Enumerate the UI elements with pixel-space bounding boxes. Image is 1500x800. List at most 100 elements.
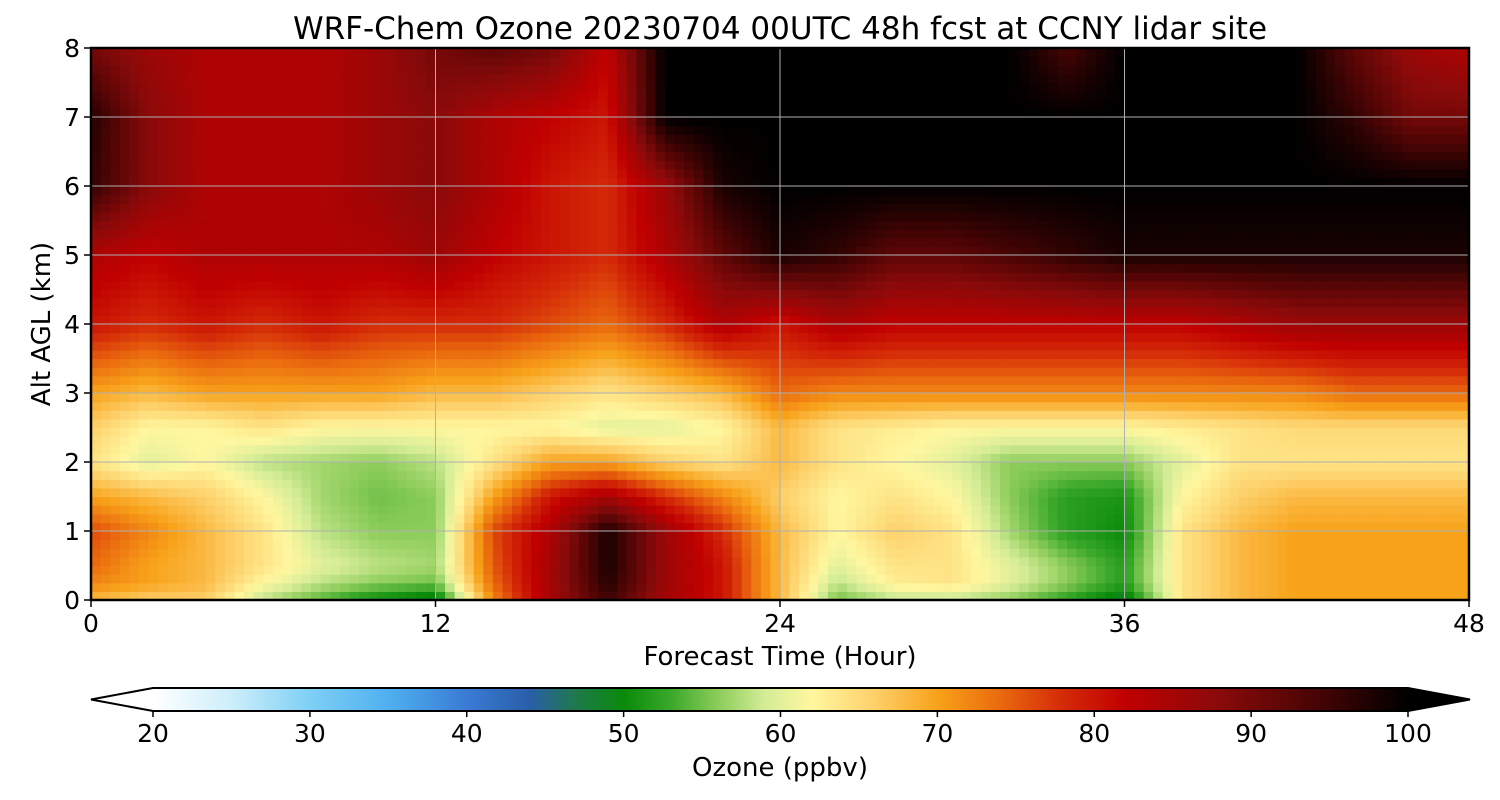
heatmap-cell	[148, 436, 159, 446]
heatmap-cell	[464, 444, 475, 454]
heatmap-cell	[799, 565, 810, 575]
heatmap-cell	[837, 556, 848, 567]
heatmap-cell	[942, 332, 953, 342]
heatmap-cell	[512, 531, 523, 541]
heatmap-cell	[311, 384, 322, 394]
heatmap-cell	[416, 341, 427, 351]
heatmap-cell	[406, 393, 417, 403]
heatmap-cell	[1287, 496, 1298, 506]
heatmap-cell	[1047, 418, 1059, 429]
heatmap-cell	[607, 315, 618, 325]
heatmap-cell	[1201, 332, 1212, 342]
heatmap-cell	[1191, 556, 1202, 567]
heatmap-cell	[913, 462, 925, 472]
heatmap-cell	[760, 487, 772, 498]
heatmap-cell	[904, 591, 915, 600]
heatmap-cell	[626, 462, 638, 472]
heatmap-cell	[1430, 332, 1441, 342]
heatmap-cell	[177, 531, 188, 541]
heatmap-cell	[224, 556, 236, 567]
heatmap-cell	[933, 306, 944, 316]
heatmap-cell	[751, 470, 762, 480]
heatmap-cell	[349, 332, 360, 342]
heatmap-cell	[1210, 418, 1221, 429]
heatmap-cell	[473, 496, 484, 506]
heatmap-cell	[263, 591, 274, 600]
heatmap-cell	[196, 591, 207, 600]
heatmap-cell	[445, 444, 456, 454]
heatmap-cell	[454, 332, 465, 342]
heatmap-cell	[358, 582, 370, 592]
heatmap-cell	[1430, 427, 1441, 437]
heatmap-cell	[1440, 487, 1451, 498]
heatmap-field	[91, 48, 1469, 600]
heatmap-cell	[770, 384, 781, 394]
heatmap-cell	[607, 556, 618, 567]
heatmap-cell	[521, 306, 532, 316]
heatmap-cell	[1325, 324, 1336, 334]
heatmap-cell	[1124, 375, 1135, 385]
heatmap-cell	[808, 539, 819, 549]
heatmap-cell	[454, 582, 465, 592]
heatmap-cell	[349, 367, 360, 377]
heatmap-cell	[760, 513, 772, 523]
heatmap-cell	[358, 444, 370, 454]
heatmap-cell	[607, 427, 618, 437]
heatmap-cell	[1296, 591, 1307, 600]
heatmap-cell	[119, 513, 130, 523]
heatmap-cell	[435, 324, 446, 334]
heatmap-cell	[540, 556, 551, 567]
heatmap-cell	[904, 436, 915, 446]
heatmap-cell	[684, 574, 695, 584]
heatmap-cell	[559, 427, 571, 437]
heatmap-cell	[349, 410, 360, 420]
heatmap-cell	[885, 375, 896, 385]
heatmap-cell	[856, 496, 867, 506]
heatmap-cell	[646, 324, 657, 334]
heatmap-cell	[1124, 444, 1135, 454]
heatmap-cell	[1402, 324, 1413, 334]
heatmap-cell	[224, 496, 236, 506]
heatmap-cell	[913, 393, 925, 403]
heatmap-cell	[1306, 332, 1317, 342]
heatmap-cell	[1162, 522, 1173, 532]
heatmap-cell	[1105, 306, 1116, 316]
heatmap-cell	[406, 315, 417, 325]
heatmap-cell	[684, 548, 695, 558]
heatmap-cell	[1306, 574, 1317, 584]
heatmap-cell	[1047, 574, 1059, 584]
heatmap-cell	[827, 418, 839, 429]
heatmap-cell	[1306, 462, 1317, 472]
heatmap-cell	[110, 531, 121, 541]
heatmap-cell	[196, 574, 207, 584]
heatmap-cell	[138, 574, 150, 584]
heatmap-cell	[1440, 556, 1451, 567]
heatmap-cell	[913, 556, 925, 567]
heatmap-cell	[1143, 410, 1154, 420]
heatmap-cell	[856, 470, 867, 480]
heatmap-cell	[215, 341, 226, 351]
heatmap-cell	[1229, 591, 1240, 600]
heatmap-cell	[119, 548, 130, 558]
heatmap-cell	[1038, 401, 1049, 411]
heatmap-cell	[904, 332, 915, 342]
heatmap-cell	[378, 479, 389, 489]
heatmap-cell	[205, 479, 216, 489]
heatmap-cell	[1315, 556, 1327, 567]
heatmap-cell	[1201, 315, 1212, 325]
heatmap-cell	[923, 324, 934, 334]
heatmap-cell	[1373, 479, 1384, 489]
heatmap-cell	[665, 358, 676, 368]
heatmap-cell	[1277, 479, 1288, 489]
heatmap-cell	[1239, 548, 1250, 558]
heatmap-cell	[846, 539, 858, 549]
heatmap-cell	[846, 582, 858, 592]
heatmap-cell	[1287, 324, 1298, 334]
heatmap-cell	[454, 487, 465, 498]
heatmap-cell	[186, 410, 197, 420]
heatmap-cell	[1325, 479, 1336, 489]
heatmap-cell	[942, 298, 953, 308]
heatmap-cell	[1315, 349, 1327, 360]
heatmap-cell	[990, 358, 1001, 368]
heatmap-cell	[1076, 479, 1087, 489]
